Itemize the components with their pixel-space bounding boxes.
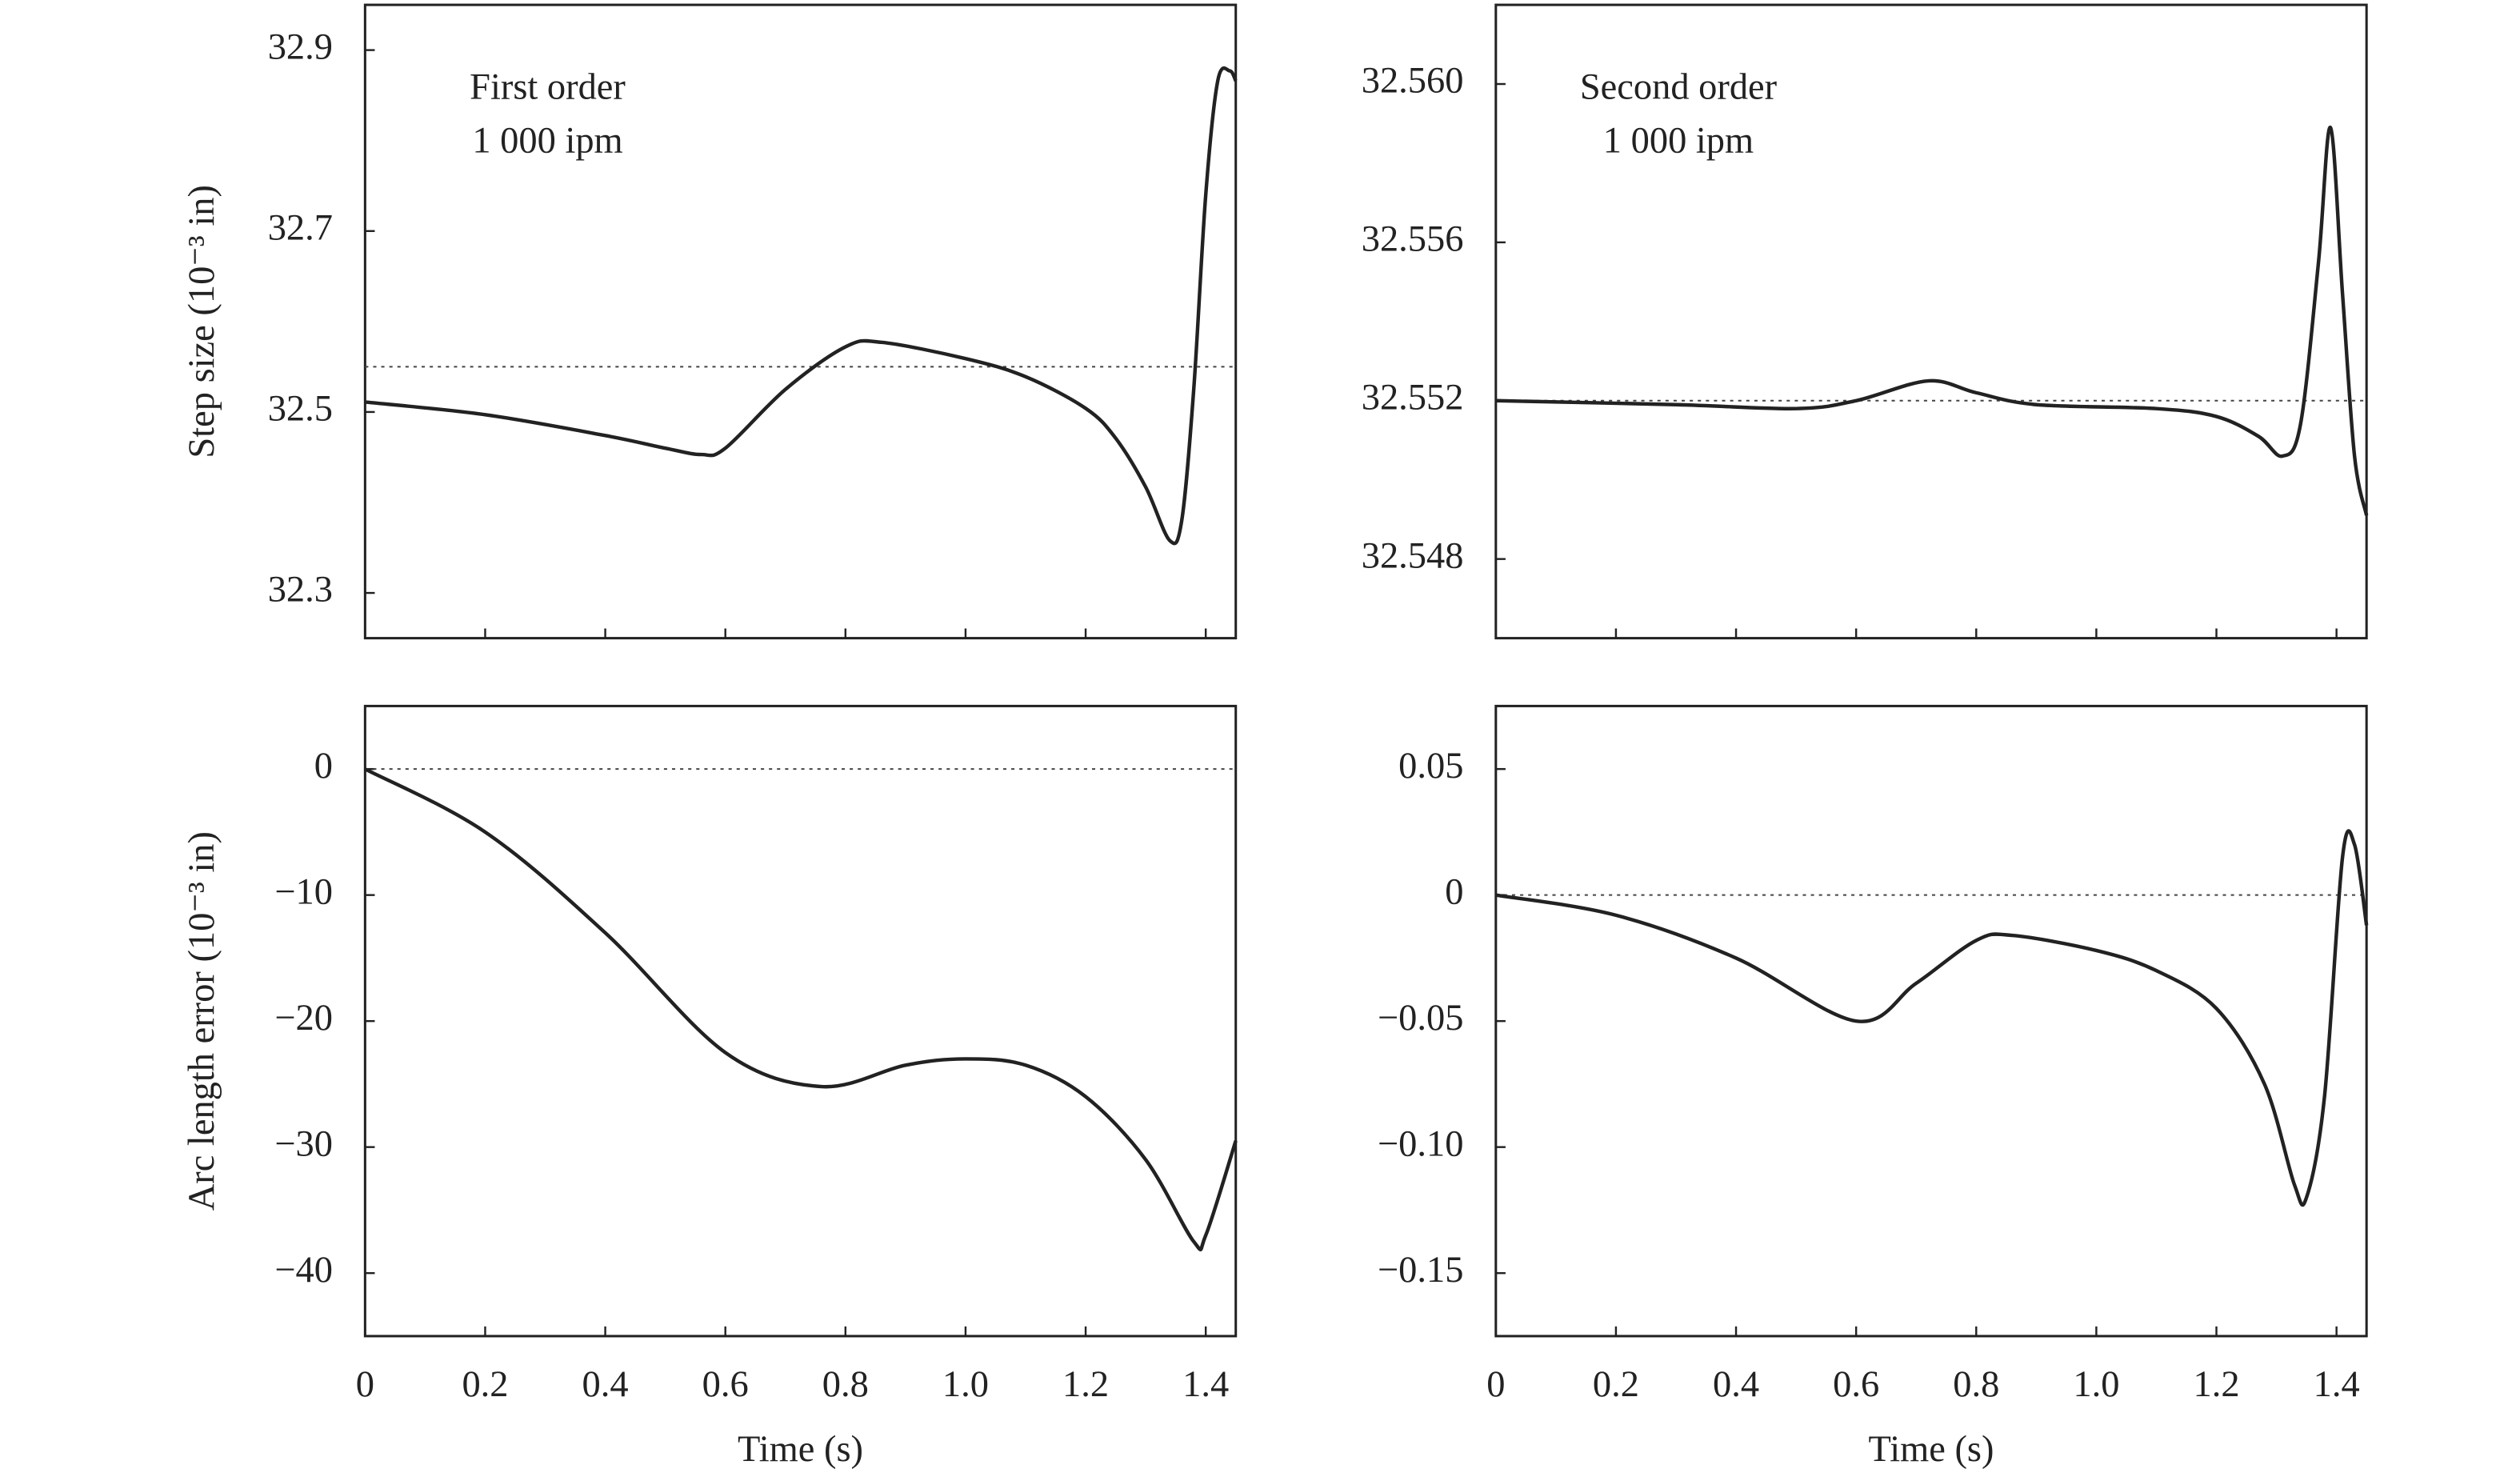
y-axis-label: Arc length error (10⁻³ in) <box>182 831 222 1211</box>
plot-frame <box>363 3 1238 640</box>
x-tick-label: 1.2 <box>2194 1364 2240 1405</box>
y-tick-label: −20 <box>274 998 333 1039</box>
plot-frame <box>1494 3 2368 640</box>
x-tick-label: 0 <box>356 1364 374 1405</box>
data-line <box>1495 126 2369 516</box>
y-tick-label: 0 <box>314 746 333 787</box>
data-line <box>364 767 1238 1251</box>
x-axis-label: Time (s) <box>1868 1429 1994 1470</box>
y-tick-label: 32.5 <box>268 389 333 430</box>
x-tick-label: 0 <box>1486 1364 1505 1405</box>
y-tick-label: 32.556 <box>1362 219 1464 260</box>
x-tick-label: 1.0 <box>2073 1364 2119 1405</box>
x-tick-label: 1.4 <box>2314 1364 2360 1405</box>
y-tick-label: 32.3 <box>268 570 333 610</box>
x-tick-label: 0.4 <box>582 1364 629 1405</box>
x-tick-label: 0.4 <box>1713 1364 1759 1405</box>
y-tick-label: 0.05 <box>1398 746 1463 787</box>
x-tick-label: 1.0 <box>942 1364 989 1405</box>
y-tick-label: −0.15 <box>1378 1250 1463 1291</box>
x-tick-label: 0.6 <box>1833 1364 1879 1405</box>
y-tick-label: −40 <box>274 1250 333 1291</box>
y-tick-label: 32.7 <box>268 207 333 248</box>
x-axis-label: Time (s) <box>738 1429 863 1470</box>
x-tick-label: 0.2 <box>462 1364 508 1405</box>
x-tick-label: 1.2 <box>1062 1364 1109 1405</box>
x-tick-label: 0.8 <box>1953 1364 1999 1405</box>
x-tick-label: 0.2 <box>1593 1364 1639 1405</box>
plot-frame <box>1494 704 2368 1338</box>
annotation: Second order <box>1580 67 1778 108</box>
x-tick-label: 0.6 <box>702 1364 749 1405</box>
plot-frame <box>363 704 1238 1338</box>
annotation: 1 000 ipm <box>1603 120 1754 161</box>
y-tick-label: −0.10 <box>1378 1123 1463 1164</box>
annotation: 1 000 ipm <box>472 120 622 161</box>
x-tick-label: 1.4 <box>1182 1364 1229 1405</box>
data-line <box>365 66 1238 546</box>
y-tick-label: −10 <box>274 871 333 912</box>
y-tick-label: 32.560 <box>1362 61 1464 102</box>
annotation: First order <box>470 67 626 108</box>
y-tick-label: −30 <box>274 1123 333 1164</box>
y-tick-label: −0.05 <box>1378 998 1463 1039</box>
data-line <box>1495 829 2369 1207</box>
y-tick-label: 0 <box>1445 871 1463 912</box>
y-axis-label: Step size (10⁻³ in) <box>182 185 222 458</box>
x-tick-label: 0.8 <box>822 1364 869 1405</box>
y-tick-label: 32.9 <box>268 26 333 67</box>
y-tick-label: 32.548 <box>1362 535 1464 576</box>
y-tick-label: 32.552 <box>1362 377 1464 418</box>
